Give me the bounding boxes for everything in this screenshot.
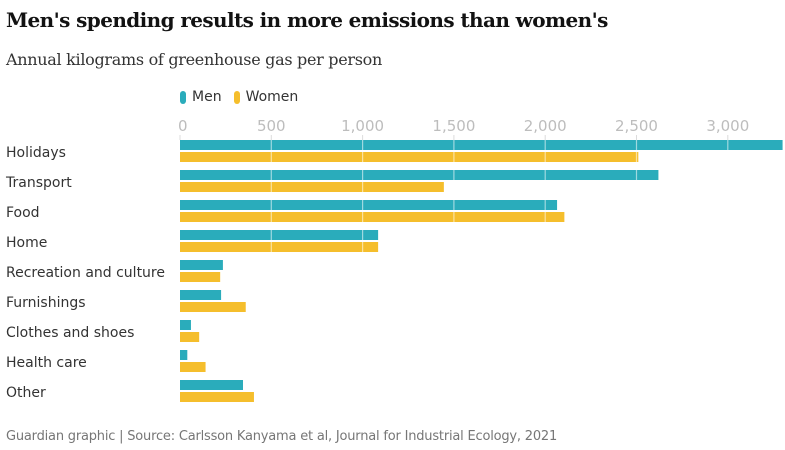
chart-title: Men's spending results in more emissions… <box>6 8 608 32</box>
bar-men <box>180 200 558 210</box>
legend-item-men: Men <box>180 89 222 105</box>
bar-men <box>180 320 191 330</box>
bar-women <box>180 272 221 282</box>
x-tick-label: 0 <box>178 117 188 135</box>
bar-men <box>180 260 223 270</box>
bar-women <box>180 362 206 372</box>
bar-women <box>180 242 379 252</box>
bar-chart: 0 500 1,000 1,500 2,000 2,500 3,000 Holidays Tra… <box>5 117 783 404</box>
x-tick-label: 500 <box>257 117 286 135</box>
bar-men <box>180 230 379 240</box>
x-tick-label: 3,000 <box>706 117 749 135</box>
bar-women <box>180 392 254 402</box>
legend-item-women: Women <box>233 89 299 105</box>
chart-subtitle: Annual kilograms of greenhouse gas per p… <box>6 50 382 69</box>
bar-women <box>180 212 565 222</box>
bar-men <box>180 380 243 390</box>
legend: Men Women <box>180 89 310 105</box>
bar-men <box>180 350 188 360</box>
bar-men <box>180 170 659 180</box>
bar-men <box>180 290 222 300</box>
category-label: Clothes and shoes <box>6 325 134 341</box>
legend-label-women: Women <box>245 89 299 105</box>
bar-women <box>180 302 246 312</box>
bar-women <box>180 332 200 342</box>
category-label: Holidays <box>6 145 66 161</box>
x-tick-label: 1,500 <box>432 117 475 135</box>
bar-women <box>180 152 639 162</box>
category-label: Furnishings <box>6 295 86 311</box>
x-tick-label: 1,000 <box>341 117 384 135</box>
source-note: Guardian graphic | Source: Carlsson Kany… <box>6 429 558 444</box>
x-tick-label: 2,000 <box>524 117 567 135</box>
x-tick-label: 2,500 <box>615 117 658 135</box>
category-label: Other <box>6 385 46 401</box>
category-label: Food <box>6 205 40 221</box>
legend-swatch-men <box>180 90 186 104</box>
legend-label-men: Men <box>192 89 222 105</box>
category-label: Recreation and culture <box>6 265 165 281</box>
category-label: Home <box>6 235 47 251</box>
legend-swatch-women <box>233 90 240 104</box>
category-label: Transport <box>5 175 72 191</box>
bar-women <box>180 182 444 192</box>
category-label: Health care <box>6 355 87 371</box>
bar-men <box>180 140 783 150</box>
